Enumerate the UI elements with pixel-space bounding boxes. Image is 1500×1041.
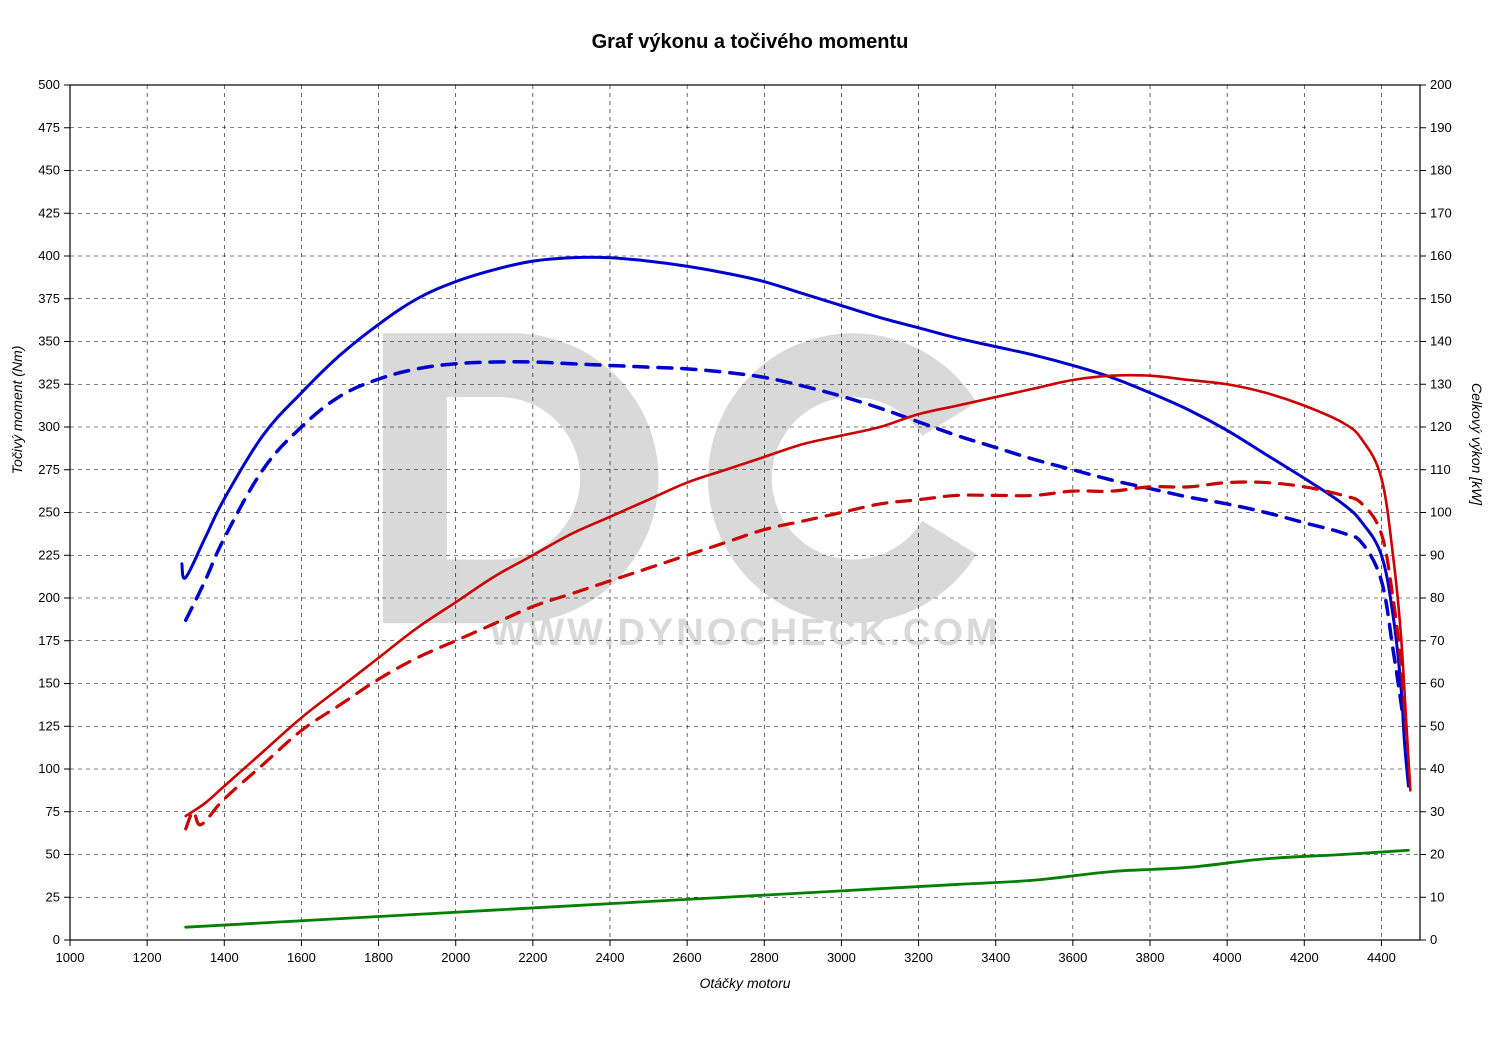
y-left-label: Točivý moment (Nm): [9, 346, 25, 475]
yr-tick-label: 200: [1430, 77, 1452, 92]
y-right-label: Celkový výkon [kW]: [1469, 383, 1485, 506]
yr-tick-label: 70: [1430, 633, 1444, 648]
yl-tick-label: 275: [38, 462, 60, 477]
yl-tick-label: 450: [38, 163, 60, 178]
x-tick-label: 4400: [1367, 950, 1396, 965]
yr-tick-label: 50: [1430, 718, 1444, 733]
x-tick-label: 3000: [827, 950, 856, 965]
x-tick-label: 3200: [904, 950, 933, 965]
x-tick-label: 1800: [364, 950, 393, 965]
x-tick-label: 1600: [287, 950, 316, 965]
yl-tick-label: 175: [38, 633, 60, 648]
yl-tick-label: 475: [38, 120, 60, 135]
watermark-url: WWW.DYNOCHECK.COM: [489, 612, 1000, 654]
yl-tick-label: 300: [38, 419, 60, 434]
x-tick-label: 2000: [441, 950, 470, 965]
yr-tick-label: 190: [1430, 120, 1452, 135]
x-tick-label: 4000: [1213, 950, 1242, 965]
x-axis-label: Otáčky motoru: [699, 975, 790, 991]
yr-tick-label: 170: [1430, 205, 1452, 220]
yr-tick-label: 80: [1430, 590, 1444, 605]
yr-tick-label: 160: [1430, 248, 1452, 263]
yl-tick-label: 325: [38, 376, 60, 391]
x-tick-label: 2400: [596, 950, 625, 965]
x-tick-label: 2800: [750, 950, 779, 965]
x-tick-label: 4200: [1290, 950, 1319, 965]
x-tick-label: 2600: [673, 950, 702, 965]
yr-tick-label: 0: [1430, 932, 1437, 947]
yl-tick-label: 375: [38, 291, 60, 306]
yl-tick-label: 200: [38, 590, 60, 605]
dyno-chart: WWW.DYNOCHECK.COM10001200140016001800200…: [0, 0, 1500, 1041]
yl-tick-label: 125: [38, 718, 60, 733]
yl-tick-label: 75: [46, 804, 60, 819]
x-tick-label: 1400: [210, 950, 239, 965]
yr-tick-label: 90: [1430, 547, 1444, 562]
yl-tick-label: 500: [38, 77, 60, 92]
x-tick-label: 3400: [981, 950, 1010, 965]
x-tick-label: 3800: [1136, 950, 1165, 965]
yl-tick-label: 100: [38, 761, 60, 776]
yl-tick-label: 250: [38, 505, 60, 520]
yr-tick-label: 120: [1430, 419, 1452, 434]
yl-tick-label: 0: [53, 932, 60, 947]
yl-tick-label: 25: [46, 889, 60, 904]
x-tick-label: 1000: [56, 950, 85, 965]
x-tick-label: 3600: [1058, 950, 1087, 965]
yl-tick-label: 50: [46, 847, 60, 862]
x-tick-label: 1200: [133, 950, 162, 965]
yr-tick-label: 150: [1430, 291, 1452, 306]
yl-tick-label: 400: [38, 248, 60, 263]
yl-tick-label: 425: [38, 205, 60, 220]
yr-tick-label: 140: [1430, 334, 1452, 349]
yr-tick-label: 180: [1430, 163, 1452, 178]
yl-tick-label: 225: [38, 547, 60, 562]
yr-tick-label: 130: [1430, 376, 1452, 391]
yl-tick-label: 150: [38, 676, 60, 691]
yr-tick-label: 60: [1430, 676, 1444, 691]
yr-tick-label: 20: [1430, 847, 1444, 862]
yr-tick-label: 100: [1430, 505, 1452, 520]
x-tick-label: 2200: [518, 950, 547, 965]
yr-tick-label: 30: [1430, 804, 1444, 819]
yr-tick-label: 10: [1430, 889, 1444, 904]
chart-title: Graf výkonu a točivého momentu: [592, 31, 909, 53]
yl-tick-label: 350: [38, 334, 60, 349]
yr-tick-label: 110: [1430, 462, 1451, 477]
yr-tick-label: 40: [1430, 761, 1444, 776]
